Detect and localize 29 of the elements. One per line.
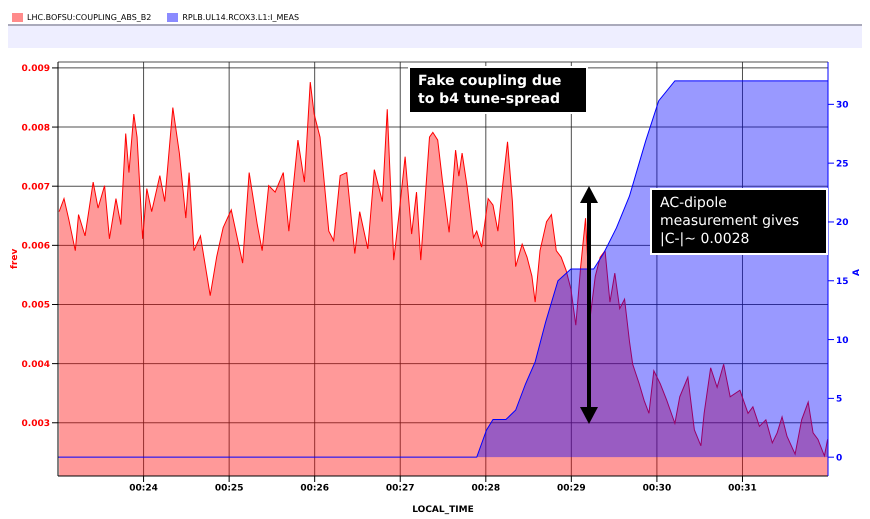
x-axis-title: LOCAL_TIME — [412, 505, 474, 515]
y-axis-title: frev — [10, 248, 20, 269]
y-tick-label: 0.009 — [22, 64, 50, 74]
y2-tick-label: 0 — [836, 453, 842, 464]
annotation: AC-dipole measurement gives |C-|~ 0.0028 — [650, 188, 828, 255]
x-tick-label: 00:24 — [129, 483, 158, 494]
x-tick-label: 00:25 — [214, 483, 244, 494]
y-tick-label: 0.004 — [22, 360, 50, 370]
legend-label: LHC.BOFSU:COUPLING_ABS_B2 — [27, 13, 152, 22]
y2-axis-title: A — [852, 268, 862, 276]
x-tick-label: 00:28 — [471, 483, 500, 494]
y-tick-label: 0.003 — [22, 418, 50, 429]
legend-label: RPLB.UL14.RCOX3.L1:I_MEAS — [182, 13, 300, 22]
y2-tick-label: 30 — [836, 100, 849, 111]
y2-tick-label: 15 — [836, 276, 849, 287]
x-tick-label: 00:27 — [386, 483, 415, 494]
y2-tick-label: 10 — [836, 336, 849, 346]
x-tick-label: 00:30 — [642, 483, 672, 494]
x-tick-label: 00:31 — [728, 483, 757, 494]
y-tick-label: 0.005 — [22, 300, 50, 311]
y-tick-label: 0.008 — [22, 123, 50, 134]
x-tick-label: 00:29 — [557, 483, 586, 494]
y-tick-label: 0.007 — [22, 182, 50, 192]
y2-tick-label: 20 — [836, 218, 849, 228]
x-tick-label: 00:26 — [300, 483, 329, 494]
y-tick-label: 0.006 — [22, 242, 50, 252]
y2-tick-label: 25 — [836, 159, 849, 170]
annotation: Fake coupling due to b4 tune-spread — [408, 66, 588, 114]
y2-tick-label: 5 — [836, 394, 842, 405]
